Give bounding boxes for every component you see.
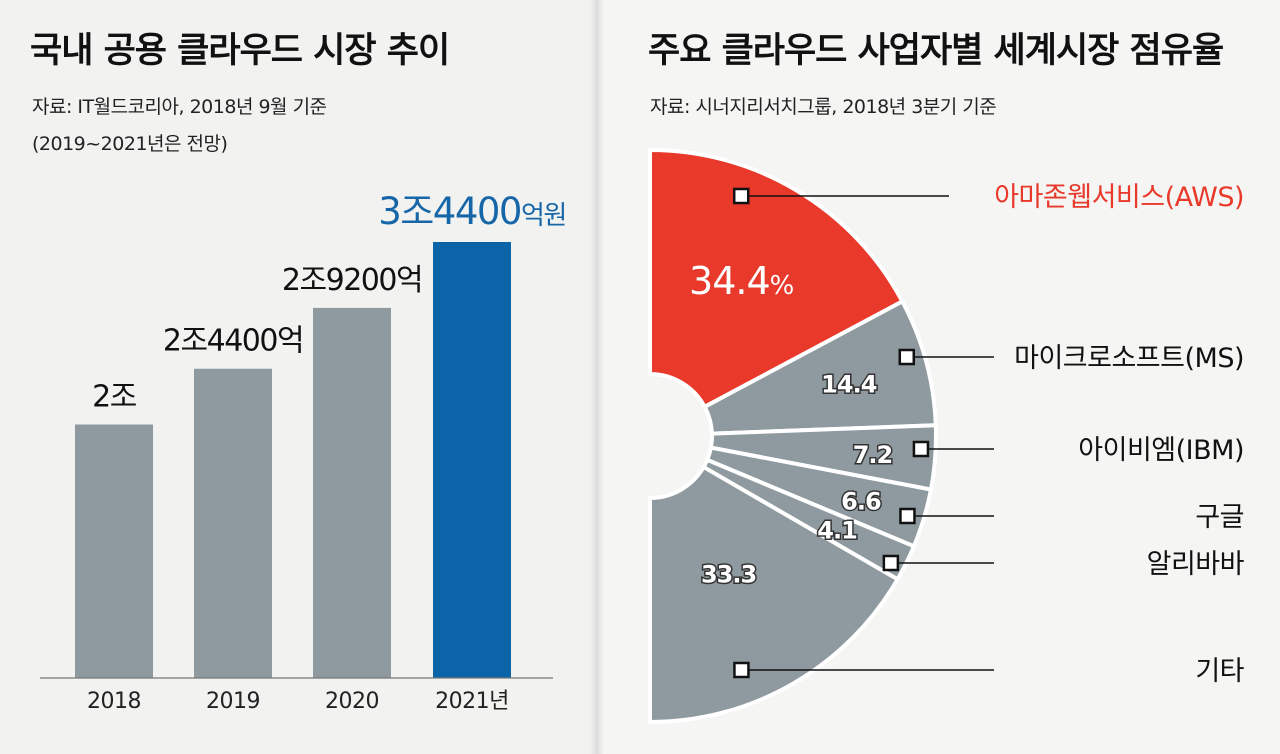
bar-value-label: 2조9200억: [282, 263, 422, 298]
pie-chart-title: 주요 클라우드 사업자별 세계시장 점유율: [648, 31, 1223, 71]
legend-marker: [733, 661, 750, 679]
pie-slice: [701, 298, 938, 436]
bar-chart-panel: 국내 공용 클라우드 시장 추이 자료: IT월드코리아, 2018년 9월 기…: [0, 0, 590, 754]
panel-divider: [590, 0, 604, 754]
legend-label: 마이크로소프트(MS): [1014, 343, 1244, 374]
legend-label: 기타: [1195, 656, 1244, 687]
bar-value-label: 2조: [92, 380, 137, 415]
bar-value-label: 2조4400억: [163, 324, 303, 359]
bar-2020: [313, 307, 391, 678]
legend-marker: [898, 348, 916, 366]
x-tick-label: 2020: [325, 689, 379, 714]
bar-2019: [194, 368, 272, 678]
slice-value-unit: %: [770, 271, 794, 301]
bar-chart: 국내 공용 클라우드 시장 추이 자료: IT월드코리아, 2018년 9월 기…: [30, 31, 567, 714]
legend-marker: [912, 440, 930, 458]
bars-group: 2조 2018 2조4400억 2019 2조9200억 2020 3조4400억원 2021…: [75, 190, 567, 714]
pie-slice: [648, 147, 906, 410]
slice-value-label: 33.3: [701, 560, 756, 588]
legend-marker: [882, 554, 900, 572]
x-tick-label: 2021년: [435, 689, 509, 714]
slice-value-label: 7.2: [853, 441, 893, 469]
bar-value-unit: 억원: [521, 201, 566, 231]
pie-chart: 주요 클라우드 사업자별 세계시장 점유율 자료: 시너지리서치그룹, 2018…: [648, 31, 1245, 725]
pie-chart-panel: 주요 클라우드 사업자별 세계시장 점유율 자료: 시너지리서치그룹, 2018…: [604, 0, 1280, 754]
slices-group: [648, 147, 938, 725]
pie-chart-source: 자료: 시너지리서치그룹, 2018년 3분기 기준: [650, 96, 996, 118]
x-tick-label: 2018: [87, 689, 141, 714]
bar-chart-title: 국내 공용 클라우드 시장 추이: [30, 31, 449, 71]
legend-label: 아마존웹서비스(AWS): [994, 182, 1244, 213]
legend-marker: [899, 507, 916, 525]
bar-chart-source: 자료: IT월드코리아, 2018년 9월 기준: [32, 96, 327, 118]
bar-2021년: [433, 242, 511, 678]
legend-marker: [732, 187, 750, 205]
slice-value-label: 4.1: [817, 517, 857, 545]
pie-slice: [648, 464, 901, 725]
slice-value-label: 14.4: [821, 370, 877, 398]
slice-values-group: 34.4%14.47.26.64.133.3: [689, 259, 895, 590]
legend-label: 아이비엠(IBM): [1078, 435, 1244, 466]
bar-chart-source-note: (2019~2021년은 전망): [32, 133, 227, 155]
x-tick-label: 2019: [206, 689, 260, 714]
legend-label: 구글: [1195, 502, 1244, 533]
bar-2018: [75, 424, 153, 678]
slice-value-label: 6.6: [841, 487, 881, 515]
bar-value-label: 3조4400억원: [378, 190, 566, 233]
legend-label: 알리바바: [1147, 549, 1245, 580]
